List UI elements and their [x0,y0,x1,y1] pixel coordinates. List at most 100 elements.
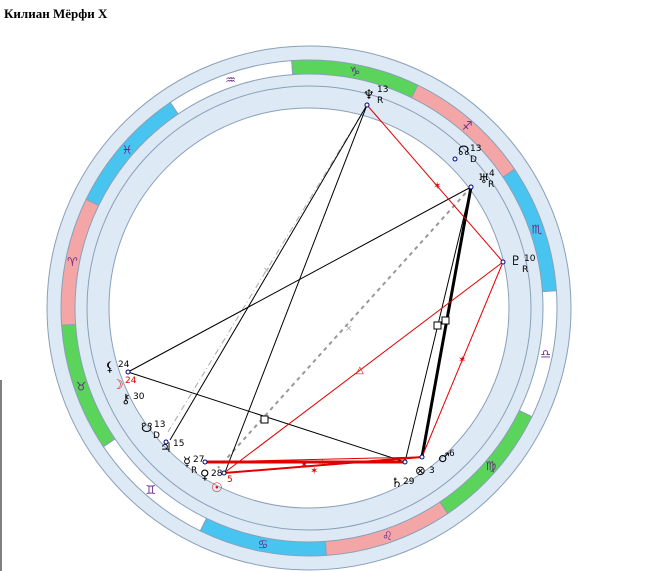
chart-title: Килиан Мёрфи X [4,6,108,21]
cancer-icon: ♋ [258,538,269,552]
mercury-retro: R [191,466,197,476]
planet-mercury[interactable]: ☿ 27 R [183,455,204,476]
saturn-icon: ♄ [391,476,403,491]
aspect-marker-gray: × [263,266,271,276]
aspect-marker-sextile: ✶ [310,466,318,477]
planet-neptune[interactable]: ♆ 13 R [363,85,388,106]
virgo-icon: ♍ [486,459,497,473]
aspect-black-2 [169,104,368,441]
sun-icon: ☉ [211,481,223,496]
planet-sun[interactable]: ☉ 5 [211,475,233,496]
inner-circle [108,107,510,509]
aspect-marker-sextile: ✶ [318,458,326,469]
gemini-icon: ♊ [146,483,157,497]
aquarius-icon: ♒ [225,73,236,87]
planet-point [419,454,425,460]
planet-point [163,439,169,445]
saturn-degree: 29 [403,477,415,487]
pluto-icon: ♇ [510,254,522,269]
venus-icon: ♀ [200,468,210,483]
scorpio-icon: ♏ [531,223,542,237]
planet-venus[interactable]: ♀ 28 [200,468,223,483]
zodiac-segment-capricorn [291,59,419,99]
aspect-marker-sextile: ✶ [433,181,441,192]
planet-point [452,156,458,162]
aspect-black-1 [223,104,368,476]
sagittarius-icon: ♐ [462,119,473,133]
aspect-red-6 [204,456,423,463]
planet-chiron[interactable]: ⚷ 30 [121,392,145,407]
chiron-icon: ⚷ [121,392,131,407]
aspect-marker-square [433,321,442,330]
zodiac-ring: ♐ ♏ ♎ ♍ ♌ ♋ ♊ ♉ ♈ ♓ ♒ ♑ [60,59,558,557]
mercury-icon: ☿ [183,455,191,470]
moon-icon: ☽ [112,378,124,393]
neptune-icon: ♆ [363,88,375,103]
planet-point [500,259,506,265]
neptune-degree: 13 [377,85,388,95]
planet-lilith[interactable]: ⚸ 24 [105,360,130,375]
planet-south-node[interactable]: ☋ 13 D [141,420,165,441]
leo-icon: ♌ [382,529,393,543]
planet-mars[interactable]: ♂ 6 [438,449,455,466]
planet-point [221,470,227,476]
planet-point [402,459,408,465]
mars-icon: ♂ [438,451,450,466]
lilith-icon: ⚸ [105,360,115,375]
aspect-gray-1 [167,104,368,433]
aspect-marker-gray: × [345,324,353,334]
planet-jupiter[interactable]: ♃ 15 [160,439,184,456]
planet-saturn[interactable]: ♄ 29 [391,476,415,491]
aspect-marker-sextile: ✶ [300,460,308,471]
uranus-retro: R [488,180,494,190]
aspect-marker-trine: △ [356,365,364,376]
pluto-retro: R [522,265,528,275]
south-node-degree: 13 [154,420,165,430]
planet-point [125,369,131,375]
aries-icon: ♈ [67,255,78,269]
taurus-icon: ♉ [76,379,87,393]
capricorn-icon: ♑ [350,64,361,78]
planet-node[interactable]: ☊ 13 D [458,144,481,165]
uranus-icon: ♅ [478,172,490,187]
venus-degree: 28 [211,469,223,479]
jupiter-icon: ♃ [160,441,172,456]
pisces-icon: ♓ [122,143,133,157]
window-edge [0,380,2,571]
aspect-black-3 [127,186,472,373]
fortune-icon: ⊗ [415,464,426,479]
north-node-icon: ☊ [458,144,470,159]
south-node-retro: D [153,431,160,441]
aspect-red-1 [366,104,504,263]
planet-moon[interactable]: ☽ 24 [112,376,137,393]
mars-degree: 6 [449,449,455,459]
planet-uranus[interactable]: ♅ 4 R [478,169,495,190]
aspect-red-3 [421,261,504,458]
planet-fortune[interactable]: ⊗ 3 [415,464,435,479]
chiron-degree: 30 [133,392,145,402]
jupiter-degree: 15 [173,439,184,449]
fortune-degree: 3 [429,466,435,476]
moon-degree: 24 [125,376,137,386]
planet-pluto[interactable]: ♇ 10 R [510,254,536,275]
pluto-degree: 10 [524,254,536,264]
aspect-gray-2 [217,186,472,469]
mercury-degree: 27 [193,455,204,465]
aspect-lines: ✶ ✶ △ ✶ ✶ ✶ × × [127,104,504,477]
aspect-red-5 [223,456,423,474]
south-node-icon: ☋ [141,421,153,436]
libra-icon: ♎ [540,347,551,361]
neptune-retro: R [377,96,383,106]
aspect-marker-square [441,316,450,325]
planet-point [364,102,370,108]
aspect-red-2 [223,261,504,474]
aspect-marker-square [260,415,269,424]
planet-point [202,459,208,465]
sun-degree: 5 [227,475,233,485]
aspect-marker-sextile: ✶ [458,355,466,366]
planet-point [468,184,474,190]
node-retro: D [470,155,477,165]
planet-points [125,102,506,476]
uranus-degree: 4 [489,169,495,179]
